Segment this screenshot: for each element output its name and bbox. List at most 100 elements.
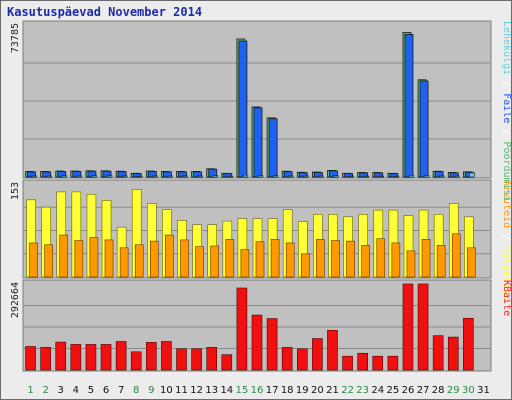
day-label: 30 xyxy=(462,385,475,396)
bar-lehekulgi xyxy=(363,175,369,178)
day-label: 1 xyxy=(27,385,33,396)
bar-lehekulgi xyxy=(378,175,385,178)
bar-arvuteid xyxy=(89,237,99,278)
bar-arvuteid xyxy=(421,239,431,278)
bar-kbaite xyxy=(296,348,308,371)
bar-lehekulgi xyxy=(242,174,249,178)
bar-lehekulgi xyxy=(106,175,113,178)
bar-kbaite xyxy=(327,330,338,371)
bar-kbaite xyxy=(206,347,218,371)
bar-arvuteid xyxy=(376,238,386,278)
day-label: 3 xyxy=(58,385,64,396)
day-label: 23 xyxy=(356,385,369,396)
day-label: 5 xyxy=(88,385,94,396)
legend-entry: Faile xyxy=(501,87,511,123)
bar-kbaite xyxy=(266,318,278,371)
bar-kbaite xyxy=(357,352,368,371)
bar-lehekulgi xyxy=(287,175,294,178)
bar-lehekulgi xyxy=(469,172,475,178)
bar-kbaite xyxy=(251,314,263,371)
day-label: 10 xyxy=(160,385,173,396)
legend-entry: Arvuteid xyxy=(501,180,511,228)
bar-lehekulgi xyxy=(197,175,203,178)
bar-lehekulgi xyxy=(318,175,324,178)
legend-entry: KBaite xyxy=(501,280,511,316)
legend-entry: Lehekülgi xyxy=(501,21,511,75)
bar-kbaite xyxy=(176,348,187,371)
panel-3-max-label: 292664 xyxy=(10,282,21,318)
day-label: 29 xyxy=(447,385,460,396)
bar-lehekulgi xyxy=(121,175,128,178)
bar-arvuteid xyxy=(134,244,144,278)
day-label: 19 xyxy=(296,385,309,396)
bar-lehekulgi xyxy=(167,175,173,178)
day-label: 8 xyxy=(133,385,139,396)
bar-arvuteid xyxy=(300,253,310,278)
bar-kbaite xyxy=(342,355,353,371)
day-label: 28 xyxy=(432,385,445,396)
bar-kbaite xyxy=(417,283,429,371)
bar-lehekulgi xyxy=(423,175,430,178)
bar-lehekulgi xyxy=(227,175,234,178)
bar-faile xyxy=(419,80,429,178)
day-label: 21 xyxy=(326,385,339,396)
bar-lehekulgi xyxy=(438,175,445,178)
bar-arvuteid xyxy=(150,240,159,278)
bar-lehekulgi xyxy=(453,175,460,178)
panel-2-legend: Arvuteid / Külastusi xyxy=(501,180,511,300)
chart-title: Kasutuspäevad November 2014 xyxy=(7,5,203,19)
bar-lehekulgi xyxy=(182,175,188,178)
day-label: 12 xyxy=(190,385,203,396)
bar-kbaite xyxy=(387,355,399,371)
bar-arvuteid xyxy=(346,240,355,278)
bar-arvuteid xyxy=(331,240,340,278)
bar-kbaite xyxy=(146,342,157,371)
bar-lehekulgi xyxy=(257,175,264,178)
bar-kbaite xyxy=(25,346,36,371)
bar-arvuteid xyxy=(165,234,174,278)
day-label: 6 xyxy=(103,385,109,396)
bar-kbaite xyxy=(70,344,82,371)
bar-lehekulgi xyxy=(152,175,158,178)
bar-kbaite xyxy=(432,335,444,371)
day-label: 22 xyxy=(341,385,354,396)
legend-entry: Pöördumisi xyxy=(501,135,511,201)
bar-kbaite xyxy=(191,348,202,371)
bar-arvuteid xyxy=(436,245,446,278)
bar-arvuteid xyxy=(316,239,325,278)
day-label: 20 xyxy=(311,385,324,396)
bar-arvuteid xyxy=(74,240,84,278)
bar-kbaite xyxy=(447,336,459,371)
bar-kbaite xyxy=(55,341,67,371)
bar-arvuteid xyxy=(451,233,461,278)
bar-arvuteid xyxy=(467,247,476,278)
day-label: 16 xyxy=(251,385,264,396)
bar-kbaite xyxy=(130,351,142,371)
bar-lehekulgi xyxy=(393,175,400,178)
bar-lehekulgi xyxy=(348,175,354,178)
bar-kbaite xyxy=(402,283,414,371)
day-label: 24 xyxy=(371,385,384,396)
legend-entry: / xyxy=(501,228,511,240)
bar-kbaite xyxy=(221,354,233,371)
bar-lehekulgi xyxy=(76,175,83,178)
bar-faile xyxy=(253,107,263,178)
day-label: 2 xyxy=(42,385,48,396)
bar-kbaite xyxy=(40,347,51,371)
day-label: 25 xyxy=(387,385,400,396)
bar-lehekulgi xyxy=(46,175,52,178)
bar-kbaite xyxy=(100,344,112,371)
panel-2-max-label: 153 xyxy=(10,182,21,200)
bar-arvuteid xyxy=(270,239,280,278)
bar-lehekulgi xyxy=(91,175,98,178)
bar-kbaite xyxy=(372,355,384,371)
bar-arvuteid xyxy=(104,239,114,278)
panel-1-max-label: 73785 xyxy=(10,23,21,53)
day-label: 26 xyxy=(402,385,415,396)
bar-faile xyxy=(404,34,414,178)
bar-arvuteid xyxy=(180,239,189,278)
panel-3-legend: KBaite xyxy=(501,280,511,316)
bar-kbaite xyxy=(85,344,97,371)
